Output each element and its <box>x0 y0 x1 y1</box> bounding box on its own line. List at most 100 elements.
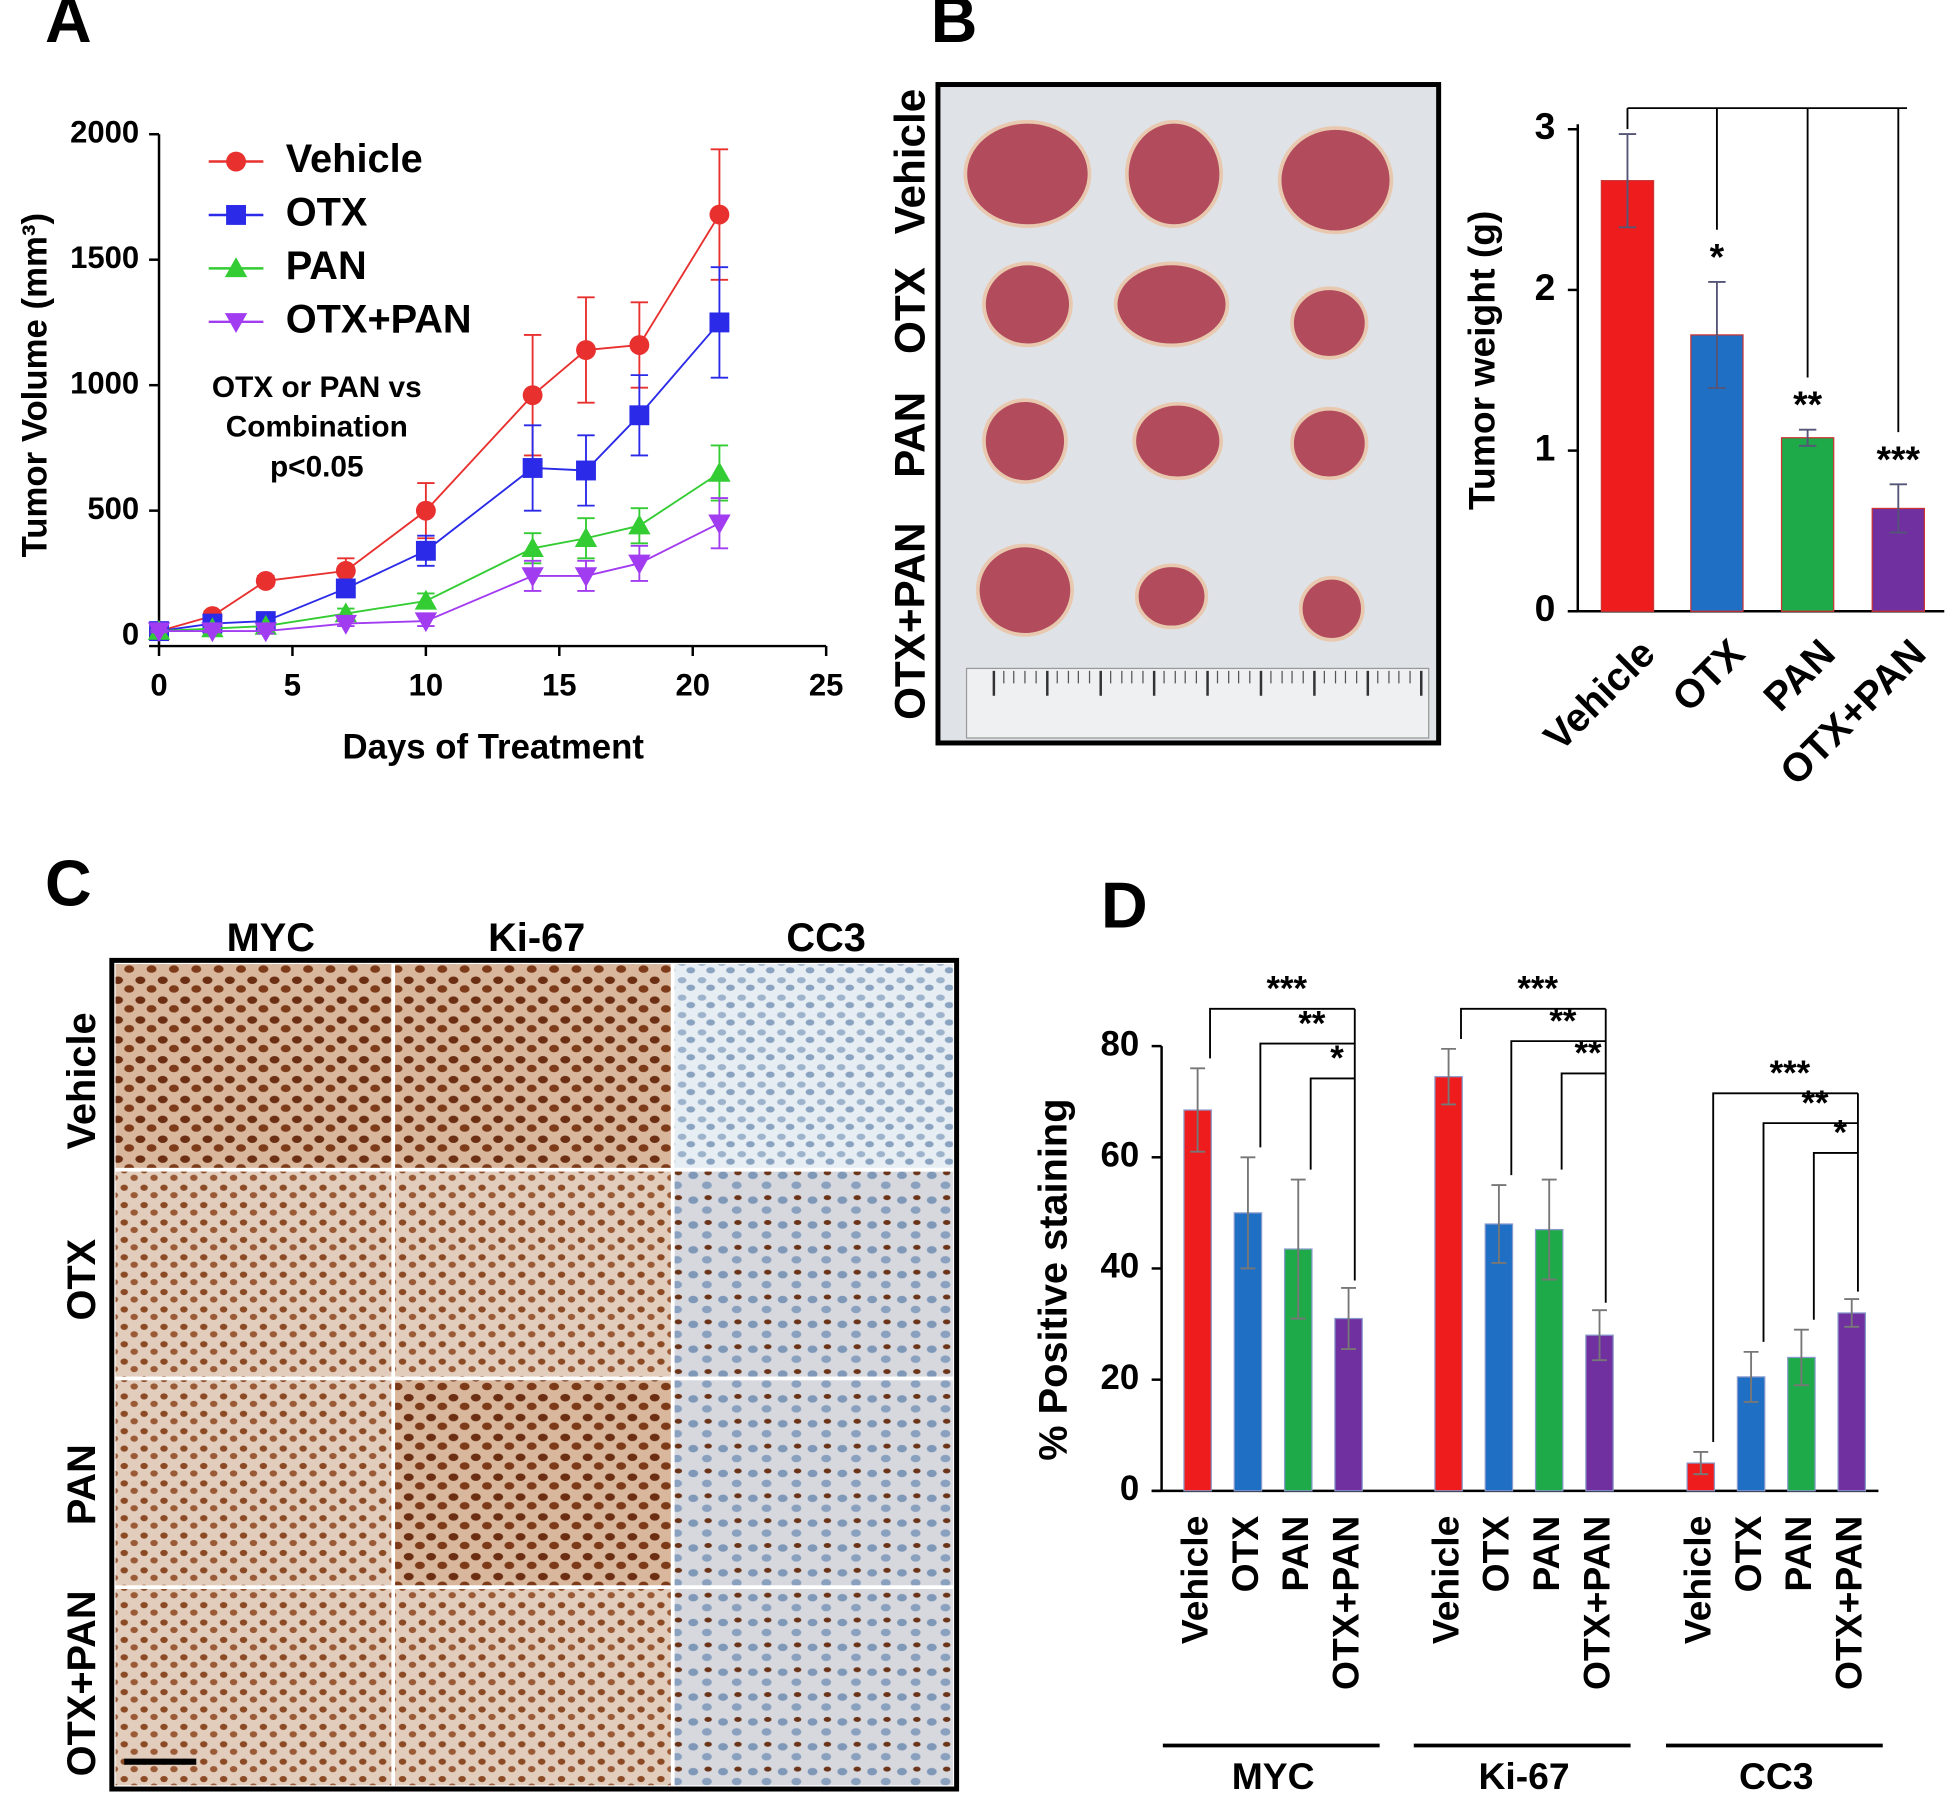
row-label: Vehicle <box>886 89 933 235</box>
x-tick-label: OTX <box>1475 1516 1517 1593</box>
marker <box>334 614 358 635</box>
annotation: OTX or PAN vs <box>212 371 422 404</box>
error-bar <box>1190 1067 1206 1153</box>
tumor-photo <box>935 82 1442 746</box>
x-tick-label: Vehicle <box>1173 1516 1215 1644</box>
x-tick-label: Vehicle <box>1536 631 1664 759</box>
y-tick-label: 1500 <box>70 240 139 275</box>
x-tick-label: OTX <box>1664 631 1753 720</box>
row-label: OTX+PAN <box>60 1590 104 1776</box>
y-tick-label: 500 <box>87 491 139 526</box>
x-tick-label: PAN <box>1777 1516 1819 1592</box>
marker <box>576 460 596 481</box>
x-tick-label: 15 <box>542 667 577 702</box>
y-axis-label: Tumor Volume (mm³) <box>16 213 54 557</box>
error-bar <box>1441 1047 1457 1106</box>
bracket <box>1712 1092 1858 1443</box>
significance: ** <box>1298 1005 1326 1043</box>
marker <box>335 578 356 599</box>
panel-label: D <box>1101 870 1148 942</box>
bracket <box>1762 1122 1858 1342</box>
marker <box>629 405 650 426</box>
legend-marker <box>224 313 248 333</box>
x-axis-label: Days of Treatment <box>343 728 645 766</box>
bar <box>1780 437 1835 612</box>
bar <box>1484 1223 1514 1492</box>
bracket <box>1209 1007 1355 1059</box>
y-tick-label: 3 <box>1535 105 1556 147</box>
marker <box>255 570 276 591</box>
bar <box>1183 1109 1212 1492</box>
group-label: Ki-67 <box>1478 1755 1569 1797</box>
bar <box>1837 1312 1867 1492</box>
x-tick-label: OTX <box>1727 1516 1769 1593</box>
marker <box>574 527 598 547</box>
group-label: MYC <box>1232 1755 1315 1797</box>
marker <box>522 458 543 478</box>
x-tick-label: 5 <box>284 667 301 702</box>
significance: ** <box>1793 383 1823 425</box>
error-bar <box>1240 1156 1256 1270</box>
significance: *** <box>1877 438 1921 480</box>
marker <box>576 340 596 360</box>
marker <box>414 589 438 610</box>
row-label: OTX <box>886 267 933 354</box>
x-tick-label: OTX <box>1224 1516 1266 1593</box>
x-tick-label: Vehicle <box>1677 1516 1719 1644</box>
panel-label: A <box>45 0 92 56</box>
error-bar <box>1541 1178 1557 1281</box>
bar <box>1600 180 1655 612</box>
x-tick-label: 25 <box>809 667 844 702</box>
row-label: OTX+PAN <box>886 522 933 719</box>
column-label: MYC <box>227 916 315 960</box>
annotation: Combination <box>226 411 408 444</box>
y-tick-label: 40 <box>1101 1248 1140 1286</box>
marker <box>415 540 436 561</box>
bracket <box>1309 1077 1355 1170</box>
legend-marker <box>226 205 246 225</box>
x-tick-label: PAN <box>1525 1516 1567 1592</box>
y-tick-label: 0 <box>1120 1470 1139 1508</box>
x-tick-label: 20 <box>675 667 710 702</box>
marker <box>708 514 731 535</box>
significance: ** <box>1574 1035 1602 1073</box>
y-tick-label: 0 <box>122 616 139 651</box>
marker <box>574 567 598 588</box>
legend-label: OTX+PAN <box>286 297 472 341</box>
error-bar <box>1290 1178 1306 1320</box>
panel-label: C <box>45 847 92 919</box>
y-tick-label: 1 <box>1535 426 1556 468</box>
row-label: OTX <box>60 1238 104 1320</box>
marker <box>254 622 277 643</box>
group-label: CC3 <box>1739 1755 1814 1797</box>
column-label: Ki-67 <box>488 916 585 960</box>
x-tick-label: OTX+PAN <box>1575 1516 1617 1690</box>
marker <box>708 461 731 482</box>
marker <box>628 514 651 535</box>
error-bar <box>1743 1350 1759 1403</box>
error-bar <box>1592 1309 1607 1362</box>
panel-label: B <box>931 0 978 56</box>
y-tick-label: 20 <box>1101 1359 1140 1397</box>
error-bar <box>1618 133 1637 229</box>
error-bar <box>1341 1287 1357 1351</box>
marker <box>335 560 356 581</box>
error-bar <box>1793 1328 1809 1387</box>
marker <box>201 622 224 643</box>
marker <box>522 385 543 406</box>
x-tick-label: 0 <box>150 667 167 702</box>
error-bar <box>1708 280 1726 389</box>
ihc-grid <box>109 957 960 1792</box>
row-label: PAN <box>886 392 933 478</box>
marker <box>521 567 544 588</box>
x-tick-label: OTX+PAN <box>1324 1516 1366 1690</box>
legend-marker <box>224 257 248 278</box>
error-bar <box>1889 483 1908 534</box>
marker <box>521 537 544 557</box>
line <box>158 321 721 633</box>
bracket <box>1510 1040 1606 1176</box>
annotation: p<0.05 <box>270 450 364 483</box>
x-tick-label: Vehicle <box>1424 1516 1466 1644</box>
y-tick-label: 2 <box>1535 266 1556 308</box>
